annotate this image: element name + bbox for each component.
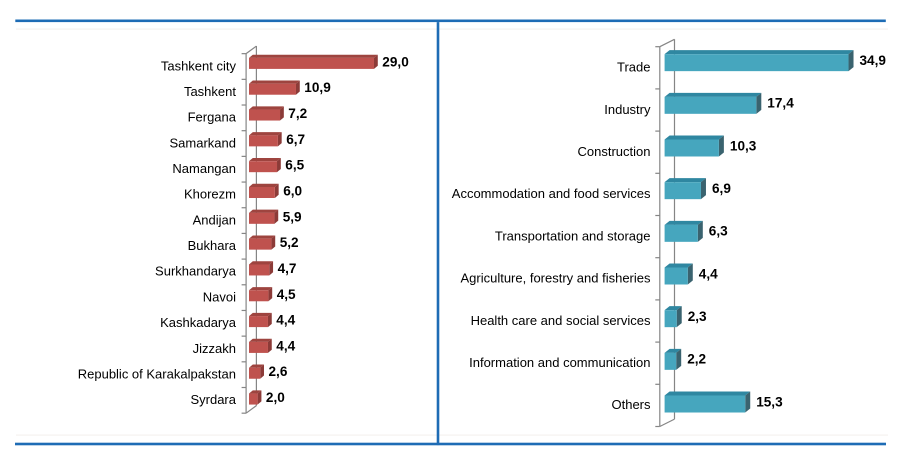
svg-text:Syrdara: Syrdara xyxy=(190,392,236,407)
svg-text:Khorezm: Khorezm xyxy=(184,187,236,202)
svg-text:Trade: Trade xyxy=(617,60,650,75)
svg-text:Republic of Karakalpakstan: Republic of Karakalpakstan xyxy=(78,367,236,382)
svg-text:Andijan: Andijan xyxy=(193,212,236,227)
svg-text:Kashkadarya: Kashkadarya xyxy=(160,315,237,330)
svg-text:17,4: 17,4 xyxy=(767,96,794,111)
svg-text:Samarkand: Samarkand xyxy=(170,135,236,150)
svg-text:2,0: 2,0 xyxy=(266,390,285,405)
svg-text:Industry: Industry xyxy=(604,102,651,117)
svg-text:Health care and social service: Health care and social services xyxy=(471,313,651,328)
svg-text:Tashkent city: Tashkent city xyxy=(161,58,237,73)
svg-text:5,9: 5,9 xyxy=(283,209,302,224)
svg-text:6,9: 6,9 xyxy=(712,181,731,196)
svg-text:Transportation and storage: Transportation and storage xyxy=(495,228,651,243)
svg-text:Fergana: Fergana xyxy=(188,110,237,125)
svg-text:4,5: 4,5 xyxy=(277,287,296,302)
svg-text:10,9: 10,9 xyxy=(304,80,331,95)
svg-text:Construction: Construction xyxy=(578,144,651,159)
svg-text:Agriculture, forestry and fish: Agriculture, forestry and fisheries xyxy=(460,271,651,286)
svg-text:Namangan: Namangan xyxy=(172,161,236,176)
svg-text:Information and communication: Information and communication xyxy=(469,355,650,370)
svg-text:34,9: 34,9 xyxy=(860,53,887,68)
svg-text:2,6: 2,6 xyxy=(269,364,288,379)
svg-text:6,7: 6,7 xyxy=(286,132,305,147)
svg-text:Surkhandarya: Surkhandarya xyxy=(155,264,237,279)
svg-text:Bukhara: Bukhara xyxy=(188,238,237,253)
svg-text:15,3: 15,3 xyxy=(756,394,783,409)
svg-text:2,2: 2,2 xyxy=(687,352,706,367)
svg-text:Tashkent: Tashkent xyxy=(184,84,236,99)
svg-text:Navoi: Navoi xyxy=(203,289,236,304)
svg-text:10,3: 10,3 xyxy=(730,138,757,153)
svg-text:2,3: 2,3 xyxy=(688,309,707,324)
svg-text:Others: Others xyxy=(611,397,651,412)
svg-text:Accommodation and food service: Accommodation and food services xyxy=(452,186,651,201)
svg-text:5,2: 5,2 xyxy=(280,235,299,250)
svg-text:4,4: 4,4 xyxy=(276,313,295,328)
svg-text:6,0: 6,0 xyxy=(283,184,302,199)
svg-text:4,7: 4,7 xyxy=(278,261,297,276)
svg-text:Jizzakh: Jizzakh xyxy=(193,341,236,356)
svg-text:29,0: 29,0 xyxy=(382,54,408,69)
svg-text:7,2: 7,2 xyxy=(288,106,307,121)
svg-text:6,3: 6,3 xyxy=(709,224,728,239)
svg-text:4,4: 4,4 xyxy=(699,266,718,281)
svg-text:6,5: 6,5 xyxy=(285,158,304,173)
svg-text:4,4: 4,4 xyxy=(276,338,295,353)
